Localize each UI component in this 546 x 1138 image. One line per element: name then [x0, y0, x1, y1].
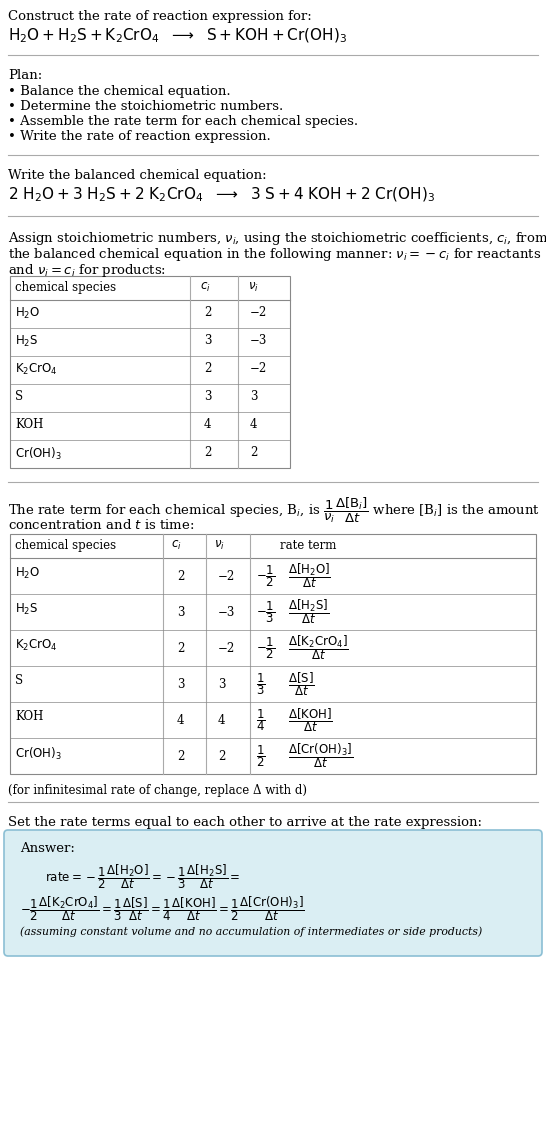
Text: • Write the rate of reaction expression.: • Write the rate of reaction expression. — [8, 130, 271, 143]
Text: $c_i$: $c_i$ — [171, 539, 182, 552]
Text: −2: −2 — [250, 362, 267, 376]
Text: 2: 2 — [177, 750, 185, 762]
Text: • Balance the chemical equation.: • Balance the chemical equation. — [8, 85, 230, 98]
Bar — [10, 277, 290, 468]
Text: $\dfrac{1}{4}$: $\dfrac{1}{4}$ — [256, 707, 265, 733]
Text: Set the rate terms equal to each other to arrive at the rate expression:: Set the rate terms equal to each other t… — [8, 816, 482, 828]
Text: $-\dfrac{1}{2}$: $-\dfrac{1}{2}$ — [256, 563, 275, 588]
Text: The rate term for each chemical species, B$_i$, is $\dfrac{1}{\nu_i}\dfrac{\Delt: The rate term for each chemical species,… — [8, 496, 540, 526]
Text: chemical species: chemical species — [15, 281, 116, 294]
Text: 3: 3 — [204, 333, 211, 347]
Text: Plan:: Plan: — [8, 69, 42, 82]
Text: −2: −2 — [218, 642, 235, 654]
Text: chemical species: chemical species — [15, 539, 116, 552]
Text: Answer:: Answer: — [20, 842, 75, 855]
Text: $\mathrm{Cr(OH)_3}$: $\mathrm{Cr(OH)_3}$ — [15, 747, 62, 762]
Text: $\mathrm{H_2S}$: $\mathrm{H_2S}$ — [15, 602, 38, 617]
Text: 3: 3 — [218, 677, 225, 691]
Text: $\mathrm{K_2CrO_4}$: $\mathrm{K_2CrO_4}$ — [15, 638, 57, 653]
Text: $\dfrac{1}{2}$: $\dfrac{1}{2}$ — [256, 743, 265, 769]
Text: Write the balanced chemical equation:: Write the balanced chemical equation: — [8, 170, 266, 182]
Text: (for infinitesimal rate of change, replace Δ with d): (for infinitesimal rate of change, repla… — [8, 784, 307, 797]
Text: $-\dfrac{1}{2}$: $-\dfrac{1}{2}$ — [256, 635, 275, 661]
Text: $\mathrm{H_2O + H_2S + K_2CrO_4\ \ \longrightarrow\ \ S + KOH + Cr(OH)_3}$: $\mathrm{H_2O + H_2S + K_2CrO_4\ \ \long… — [8, 27, 347, 46]
Text: S: S — [15, 390, 23, 403]
Text: 4: 4 — [250, 418, 258, 431]
Text: KOH: KOH — [15, 418, 43, 431]
Text: $\dfrac{\Delta[\mathrm{KOH}]}{\Delta t}$: $\dfrac{\Delta[\mathrm{KOH}]}{\Delta t}$ — [288, 707, 333, 734]
Text: 2: 2 — [177, 569, 185, 583]
Text: S: S — [15, 674, 23, 687]
Text: 3: 3 — [177, 677, 185, 691]
Text: (assuming constant volume and no accumulation of intermediates or side products): (assuming constant volume and no accumul… — [20, 926, 482, 937]
Text: $\dfrac{\Delta[\mathrm{H_2S}]}{\Delta t}$: $\dfrac{\Delta[\mathrm{H_2S}]}{\Delta t}… — [288, 597, 329, 626]
Text: $\dfrac{\Delta[\mathrm{S}]}{\Delta t}$: $\dfrac{\Delta[\mathrm{S}]}{\Delta t}$ — [288, 670, 314, 698]
Text: • Determine the stoichiometric numbers.: • Determine the stoichiometric numbers. — [8, 100, 283, 113]
Text: the balanced chemical equation in the following manner: $\nu_i = -c_i$ for react: the balanced chemical equation in the fo… — [8, 246, 541, 263]
Text: and $\nu_i = c_i$ for products:: and $\nu_i = c_i$ for products: — [8, 262, 166, 279]
Text: 2: 2 — [177, 642, 185, 654]
Text: 2: 2 — [250, 446, 257, 459]
Text: $\nu_i$: $\nu_i$ — [248, 281, 259, 294]
Text: $c_i$: $c_i$ — [200, 281, 211, 294]
Text: 4: 4 — [204, 418, 211, 431]
Text: rate term: rate term — [280, 539, 336, 552]
Text: $\mathrm{H_2O}$: $\mathrm{H_2O}$ — [15, 566, 40, 582]
Text: $\dfrac{\Delta[\mathrm{K_2CrO_4}]}{\Delta t}$: $\dfrac{\Delta[\mathrm{K_2CrO_4}]}{\Delt… — [288, 634, 348, 662]
Text: −3: −3 — [250, 333, 268, 347]
Text: $\mathrm{H_2S}$: $\mathrm{H_2S}$ — [15, 333, 38, 349]
Text: −3: −3 — [218, 605, 235, 618]
Text: KOH: KOH — [15, 710, 43, 723]
Text: $\mathrm{H_2O}$: $\mathrm{H_2O}$ — [15, 306, 40, 321]
Text: 2: 2 — [204, 446, 211, 459]
Text: $\mathrm{Cr(OH)_3}$: $\mathrm{Cr(OH)_3}$ — [15, 446, 62, 462]
Text: Construct the rate of reaction expression for:: Construct the rate of reaction expressio… — [8, 10, 312, 23]
Text: Assign stoichiometric numbers, $\nu_i$, using the stoichiometric coefficients, $: Assign stoichiometric numbers, $\nu_i$, … — [8, 230, 546, 247]
Text: $\dfrac{\Delta[\mathrm{Cr(OH)_3}]}{\Delta t}$: $\dfrac{\Delta[\mathrm{Cr(OH)_3}]}{\Delt… — [288, 742, 353, 770]
Text: 2: 2 — [218, 750, 225, 762]
Text: • Assemble the rate term for each chemical species.: • Assemble the rate term for each chemic… — [8, 115, 358, 127]
Text: 3: 3 — [250, 390, 258, 403]
Text: 3: 3 — [204, 390, 211, 403]
Text: $\mathrm{2\ H_2O + 3\ H_2S + 2\ K_2CrO_4\ \ \longrightarrow\ \ 3\ S + 4\ KOH + 2: $\mathrm{2\ H_2O + 3\ H_2S + 2\ K_2CrO_4… — [8, 185, 435, 205]
Text: $-\dfrac{1}{2}\dfrac{\Delta[\mathrm{K_2CrO_4}]}{\Delta t} = \dfrac{1}{3}\dfrac{\: $-\dfrac{1}{2}\dfrac{\Delta[\mathrm{K_2C… — [20, 894, 305, 923]
Text: $\mathrm{rate} = -\dfrac{1}{2}\dfrac{\Delta[\mathrm{H_2O}]}{\Delta t} = -\dfrac{: $\mathrm{rate} = -\dfrac{1}{2}\dfrac{\De… — [45, 861, 241, 891]
Text: $\mathrm{K_2CrO_4}$: $\mathrm{K_2CrO_4}$ — [15, 362, 57, 377]
Text: 2: 2 — [204, 362, 211, 376]
Text: 4: 4 — [218, 714, 225, 726]
Text: −2: −2 — [218, 569, 235, 583]
Text: $\dfrac{\Delta[\mathrm{H_2O}]}{\Delta t}$: $\dfrac{\Delta[\mathrm{H_2O}]}{\Delta t}… — [288, 562, 331, 591]
Bar — [10, 534, 536, 774]
Text: 3: 3 — [177, 605, 185, 618]
Text: concentration and $t$ is time:: concentration and $t$ is time: — [8, 518, 194, 531]
FancyBboxPatch shape — [4, 830, 542, 956]
Text: $\nu_i$: $\nu_i$ — [214, 539, 225, 552]
Text: 4: 4 — [177, 714, 185, 726]
Text: −2: −2 — [250, 306, 267, 319]
Text: 2: 2 — [204, 306, 211, 319]
Text: $-\dfrac{1}{3}$: $-\dfrac{1}{3}$ — [256, 599, 275, 625]
Text: $\dfrac{1}{3}$: $\dfrac{1}{3}$ — [256, 671, 265, 696]
